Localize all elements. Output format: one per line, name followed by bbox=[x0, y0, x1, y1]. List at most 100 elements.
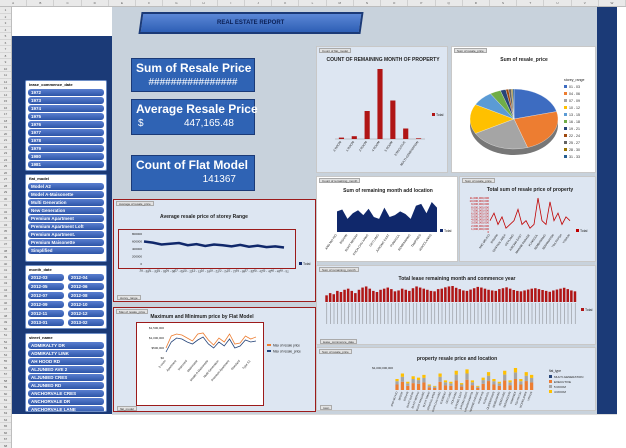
column-letter[interactable]: T bbox=[517, 0, 545, 6]
column-letter[interactable]: D bbox=[82, 0, 109, 6]
row-number[interactable]: 41 bbox=[0, 267, 11, 274]
slicer-item[interactable]: 1977 bbox=[28, 129, 104, 136]
slicer-item[interactable]: ALJUNIED AVE 2 bbox=[28, 366, 104, 373]
slicer-item[interactable]: 2012-07 bbox=[28, 292, 64, 299]
row-number[interactable]: 15 bbox=[0, 98, 11, 105]
column-letter[interactable]: J bbox=[245, 0, 273, 6]
slicer-item[interactable]: Model A-Maisonette bbox=[28, 191, 104, 198]
row-number[interactable]: 23 bbox=[0, 150, 11, 157]
column-letter[interactable]: H bbox=[191, 0, 218, 6]
slicer-item[interactable]: Premium Apartment bbox=[28, 215, 104, 222]
slicer-item[interactable]: 2013-01 bbox=[28, 319, 64, 326]
row-number[interactable]: 52 bbox=[0, 339, 11, 345]
column-letter[interactable]: G bbox=[163, 0, 191, 6]
filter-storey-range[interactable]: storey_range bbox=[117, 295, 141, 300]
slicer-commence-year[interactable]: lease_commence_date 1972 1973 1974 1975 1976… bbox=[25, 80, 107, 171]
row-number[interactable]: 67 bbox=[0, 436, 11, 443]
pivot-field-button[interactable]: Sum of resale_price bbox=[462, 178, 495, 183]
slicer-item[interactable]: Premium Apartment Loft bbox=[28, 223, 104, 230]
column-letter[interactable]: F bbox=[136, 0, 164, 6]
row-number[interactable]: 5 bbox=[0, 33, 11, 40]
row-number[interactable]: 61 bbox=[0, 397, 11, 404]
column-letter[interactable]: R bbox=[463, 0, 490, 6]
column-letter[interactable]: U bbox=[544, 0, 572, 6]
column-letter[interactable]: L bbox=[299, 0, 327, 6]
row-number[interactable]: 56 bbox=[0, 365, 11, 371]
row-number[interactable]: 30 bbox=[0, 196, 11, 202]
row-number[interactable]: 31 bbox=[0, 202, 11, 209]
chart-remaining-month[interactable]: Count of flat_model COUNT OF REMAINING M… bbox=[316, 46, 448, 173]
slicer-street[interactable]: street_name ADMIRALTY DR ADMIRALTY LINK AH… bbox=[25, 333, 107, 412]
column-letter[interactable]: B bbox=[27, 0, 55, 6]
row-number[interactable]: 44 bbox=[0, 287, 11, 293]
row-number[interactable]: 34 bbox=[0, 222, 11, 228]
filter-commence-year[interactable]: lease_commence_date bbox=[320, 339, 358, 344]
row-number[interactable]: 46 bbox=[0, 300, 11, 306]
row-number[interactable]: 10 bbox=[0, 66, 11, 72]
row-number[interactable]: 28 bbox=[0, 183, 11, 189]
slicer-item[interactable]: Simplified bbox=[28, 247, 104, 254]
slicer-item[interactable]: 1979 bbox=[28, 145, 104, 152]
slicer-item[interactable]: 1972 bbox=[28, 89, 104, 96]
row-number[interactable]: 39 bbox=[0, 254, 11, 261]
slicer-item[interactable]: ALJUNIED CRES bbox=[28, 374, 104, 381]
slicer-item[interactable]: 2012-05 bbox=[28, 283, 64, 290]
column-letter[interactable]: W bbox=[599, 0, 626, 6]
row-number[interactable]: 35 bbox=[0, 228, 11, 235]
row-number[interactable]: 68 bbox=[0, 443, 11, 448]
row-number[interactable]: 48 bbox=[0, 313, 11, 319]
slicer-item[interactable]: 2012-10 bbox=[68, 301, 104, 308]
row-number[interactable]: 51 bbox=[0, 332, 11, 339]
slicer-item[interactable]: Multi Generation bbox=[28, 199, 104, 206]
slicer-item[interactable]: 1973 bbox=[28, 97, 104, 104]
row-number[interactable]: 7 bbox=[0, 46, 11, 53]
row-number[interactable]: 66 bbox=[0, 430, 11, 436]
row-number[interactable]: 65 bbox=[0, 423, 11, 430]
row-number[interactable]: 26 bbox=[0, 170, 11, 176]
row-number[interactable]: 8 bbox=[0, 53, 11, 59]
filter-town[interactable]: town bbox=[320, 405, 333, 410]
row-number[interactable]: 47 bbox=[0, 306, 11, 313]
row-number[interactable]: 13 bbox=[0, 85, 11, 92]
slicer-flat-model[interactable]: flat_model Model A2 Model A-Maisonette Mul… bbox=[25, 174, 107, 262]
slicer-item[interactable]: New Generation bbox=[28, 207, 104, 214]
row-number[interactable]: 29 bbox=[0, 189, 11, 196]
column-letter[interactable]: C bbox=[54, 0, 82, 6]
column-letter[interactable]: O bbox=[381, 0, 409, 6]
row-number[interactable]: 36 bbox=[0, 235, 11, 241]
slicer-item[interactable]: 1981 bbox=[28, 161, 104, 168]
slicer-item[interactable]: 2013-03 bbox=[28, 328, 64, 329]
slicer-item[interactable]: ANCHORVALE DR bbox=[28, 398, 104, 405]
slicer-item[interactable]: ANCHORVALE CRES bbox=[28, 390, 104, 397]
slicer-item[interactable]: 2012-11 bbox=[28, 310, 64, 317]
slicer-item[interactable]: ALJUNIED RD bbox=[28, 382, 104, 389]
row-number[interactable]: 19 bbox=[0, 124, 11, 131]
column-letter[interactable]: M bbox=[327, 0, 354, 6]
row-number[interactable]: 3 bbox=[0, 20, 11, 27]
row-number[interactable]: 17 bbox=[0, 111, 11, 118]
row-number[interactable]: 64 bbox=[0, 417, 11, 423]
slicer-item[interactable]: 1975 bbox=[28, 113, 104, 120]
column-letter[interactable]: A bbox=[0, 0, 28, 6]
row-number[interactable]: 49 bbox=[0, 319, 11, 326]
row-number[interactable]: 57 bbox=[0, 371, 11, 378]
pivot-field-button[interactable]: Count of remaining_month bbox=[319, 178, 361, 183]
pivot-field-button[interactable]: Sum of resale_price bbox=[454, 48, 487, 53]
slicer-item[interactable]: ADMIRALTY LINK bbox=[28, 350, 104, 357]
chart-lease-remaining[interactable]: Sum of remaining_month Total lease remai… bbox=[316, 265, 596, 345]
row-number[interactable]: 59 bbox=[0, 384, 11, 391]
row-number[interactable]: 37 bbox=[0, 241, 11, 248]
row-number[interactable]: 24 bbox=[0, 157, 11, 163]
row-number[interactable]: 45 bbox=[0, 293, 11, 300]
row-number[interactable]: 9 bbox=[0, 59, 11, 66]
chart-storey-range[interactable]: Average of resale_price Average resale p… bbox=[113, 199, 316, 302]
slicer-item[interactable]: 1974 bbox=[28, 105, 104, 112]
row-number[interactable]: 12 bbox=[0, 79, 11, 85]
row-number[interactable]: 1 bbox=[0, 7, 11, 14]
row-number[interactable]: 11 bbox=[0, 72, 11, 79]
column-letter[interactable]: I bbox=[218, 0, 245, 6]
row-number[interactable]: 2 bbox=[0, 14, 11, 20]
row-number[interactable]: 16 bbox=[0, 105, 11, 111]
row-number[interactable]: 62 bbox=[0, 404, 11, 410]
slicer-item[interactable]: 2012-03 bbox=[28, 274, 64, 281]
